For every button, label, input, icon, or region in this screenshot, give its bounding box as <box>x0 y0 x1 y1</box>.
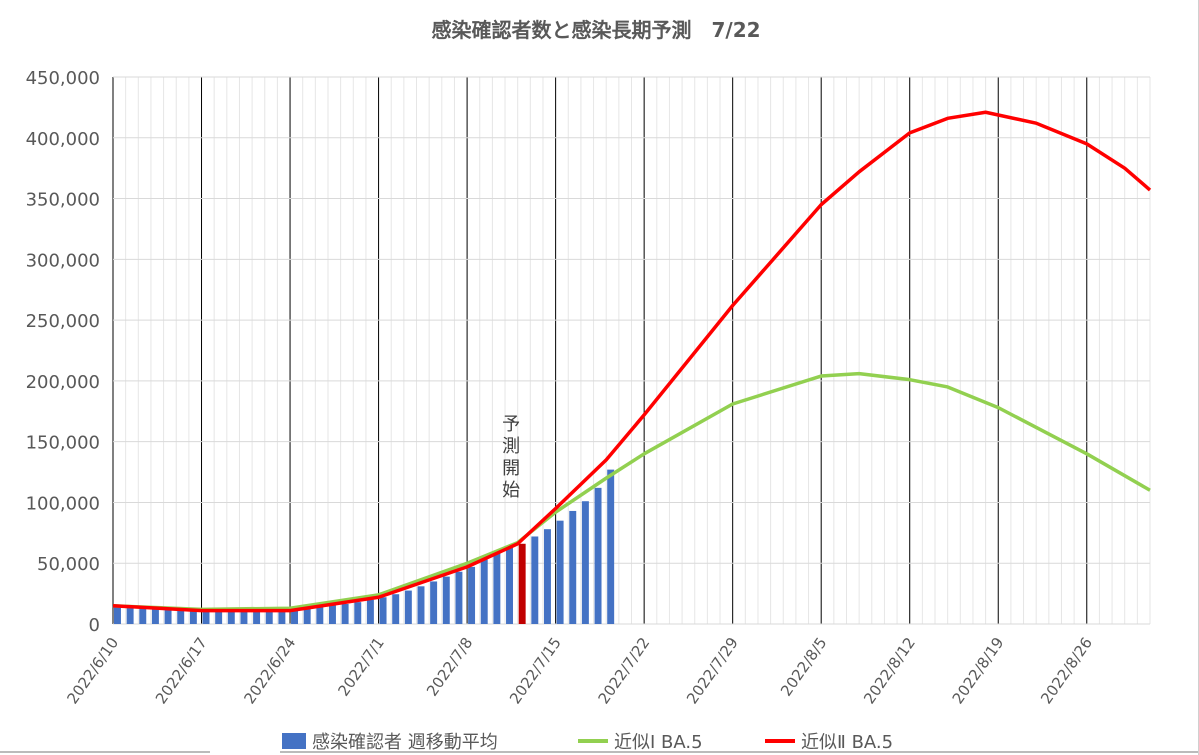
bar <box>594 487 602 624</box>
bar <box>341 603 349 624</box>
bar <box>506 547 513 624</box>
bar <box>442 576 450 624</box>
forecast-start-annotation: 予測開始 <box>499 414 520 502</box>
bar <box>493 552 501 624</box>
bar <box>240 608 248 624</box>
bar <box>607 469 615 624</box>
bar <box>543 529 551 624</box>
bar <box>480 559 488 624</box>
bar <box>366 599 374 624</box>
bar <box>417 586 425 624</box>
bar <box>139 608 147 624</box>
bar <box>468 566 476 624</box>
x-tick-label: 2022/8/5 <box>777 634 830 700</box>
bar <box>581 501 589 624</box>
bar <box>379 597 387 624</box>
y-tick-label: 100,000 <box>26 493 100 514</box>
y-tick-label: 400,000 <box>26 129 100 150</box>
bar <box>151 608 159 624</box>
bar <box>518 543 526 624</box>
bar <box>392 594 400 624</box>
y-tick-label: 0 <box>89 615 100 636</box>
bar <box>455 571 463 624</box>
bar <box>404 590 412 624</box>
y-tick-label: 300,000 <box>26 250 100 271</box>
bar <box>328 605 336 624</box>
y-tick-label: 150,000 <box>26 433 100 454</box>
x-tick-label: 2022/6/10 <box>63 634 122 707</box>
x-tick-label: 2022/8/19 <box>949 634 1008 707</box>
bar <box>114 606 121 624</box>
bar <box>189 609 197 624</box>
bar <box>253 608 261 624</box>
bar <box>265 608 273 624</box>
x-tick-label: 2022/7/8 <box>423 634 476 700</box>
bar <box>278 607 286 624</box>
legend-swatch-bar <box>282 733 306 749</box>
x-axis: 2022/6/10 2022/6/17 2022/6/24 2022/7/1 2022/… <box>63 634 1096 707</box>
legend: 感染確認者 週移動平均 近似Ⅰ BA.5 近似Ⅱ BA.5 <box>282 732 893 753</box>
y-tick-label: 50,000 <box>37 554 100 575</box>
y-axis: 0 50,000 100,000 150,000 200,000 250,000 300,0… <box>26 68 100 636</box>
bar <box>177 609 185 624</box>
bar-series <box>114 469 615 624</box>
chart-title: 感染確認者数と感染長期予測 7/22 <box>431 18 760 42</box>
legend-label: 感染確認者 週移動平均 <box>312 732 498 753</box>
x-tick-label: 2022/6/24 <box>240 634 299 707</box>
y-tick-label: 450,000 <box>26 68 100 89</box>
bar <box>126 607 134 624</box>
line-approx-1 <box>112 371 1151 612</box>
y-tick-label: 200,000 <box>26 372 100 393</box>
bar <box>291 607 299 624</box>
legend-label: 近似Ⅰ BA.5 <box>614 732 703 753</box>
line-approx-2 <box>112 110 1152 613</box>
bar <box>316 606 324 624</box>
bar <box>354 602 362 624</box>
gridlines <box>112 76 1151 625</box>
bar <box>430 581 438 624</box>
bar <box>556 520 564 624</box>
x-tick-label: 2022/8/26 <box>1037 634 1096 707</box>
bar <box>303 606 311 624</box>
y-tick-label: 250,000 <box>26 311 100 332</box>
x-tick-label: 2022/6/17 <box>152 634 211 707</box>
x-tick-label: 2022/7/1 <box>334 634 387 700</box>
bar <box>531 536 539 624</box>
bar <box>569 510 577 624</box>
x-tick-label: 2022/8/12 <box>860 634 919 707</box>
x-tick-label: 2022/7/29 <box>683 634 742 707</box>
bar <box>202 609 210 624</box>
x-tick-label: 2022/7/15 <box>506 634 565 707</box>
bar <box>164 609 172 624</box>
line-series <box>112 110 1152 613</box>
y-tick-label: 350,000 <box>26 190 100 211</box>
bar <box>227 608 235 624</box>
bar <box>215 608 223 624</box>
x-tick-label: 2022/7/22 <box>595 634 654 707</box>
legend-label: 近似Ⅱ BA.5 <box>801 732 893 753</box>
